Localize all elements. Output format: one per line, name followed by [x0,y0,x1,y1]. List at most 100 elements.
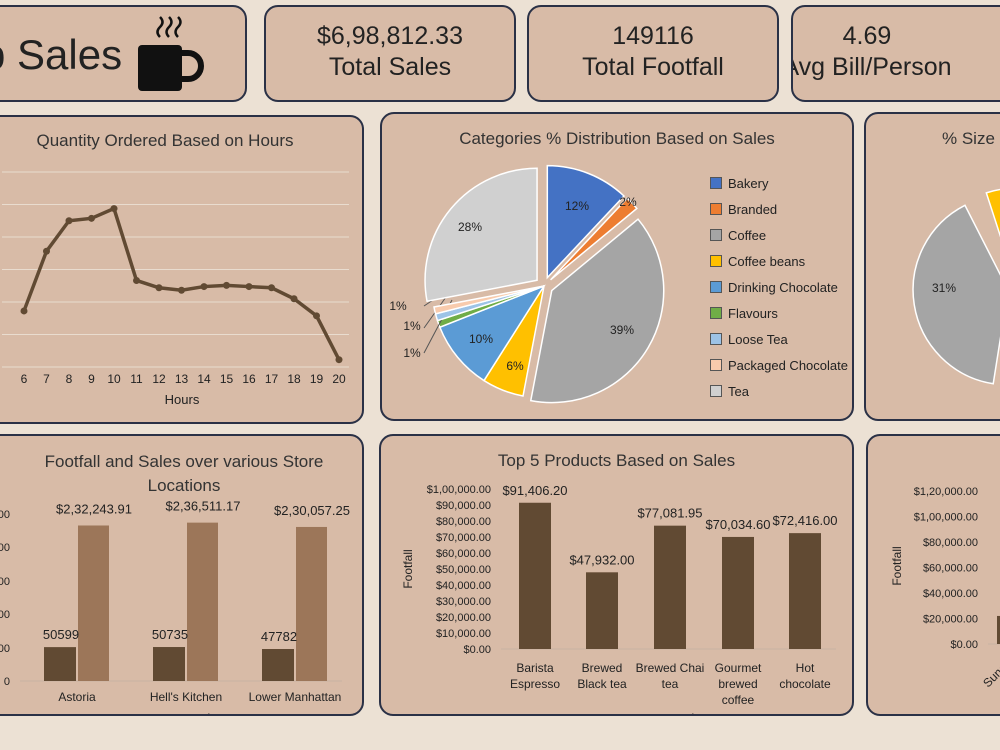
data-point [178,286,185,294]
legend-swatch [710,281,722,293]
x-tick-label: brewed [718,677,757,691]
x-tick-label: 15 [220,372,234,386]
legend-label: Bakery [728,175,769,191]
data-point [290,295,298,303]
data-point [335,356,343,364]
x-tick-label: 12 [152,372,166,386]
y-axis-label: Footfall [890,546,904,585]
data-label: $2,36,511.17 [166,499,241,514]
products-bar-chart: $0.00 $10,000.00 $20,000.00 $30,000.00 $40,0… [401,483,838,716]
legend-item: Flavours [710,300,848,326]
y-tick-label: $40,000.00 [436,580,491,592]
data-label: $2,30,057.25 [274,503,350,518]
x-tick-label: 14 [197,372,211,386]
kpi-value: 4.69 [842,22,892,50]
y-tick-label: $20,000.00 [436,612,491,624]
size-pie-chart: 31% [912,188,1000,385]
y-tick-label: $70,000.00 [436,532,491,544]
y-tick-label: $1,00,000.00 [427,484,491,496]
legend-swatch [710,333,722,345]
bar-sales [296,526,327,681]
pie-legend: Bakery Branded Coffee Coffee beans Drinking … [710,170,848,404]
y-tick-label: 00 [0,643,10,655]
x-tick-label: 6 [21,372,28,386]
legend-item: Loose Tea [710,326,848,352]
stores-chart-card: Footfall and Sales over various Store Lo… [0,434,364,716]
y-tick-label: $20,000.00 [923,614,978,626]
kpi-label: Total Footfall [582,53,724,82]
products-chart-card: Top 5 Products Based on Sales $0.00 $10,0… [379,434,854,716]
y-tick-label: 00 [0,576,10,588]
x-tick-label: Hell's Kitchen [150,690,222,704]
y-tick-label: 00 [0,509,10,521]
x-axis-label: Store Locations [141,711,232,716]
kpi-avg-bill: 4.69 Avg Bill/Person [791,5,1000,102]
pie-slice [912,204,1000,385]
x-tick-label: 7 [43,372,50,386]
legend-item: Tea [710,378,848,404]
pie-slice [529,218,665,404]
data-point [133,276,140,284]
slice-label: 6% [506,359,524,373]
bar-footfall [153,647,185,681]
header-card: p Sales [0,5,247,102]
x-tick-label: 11 [130,372,143,386]
legend-swatch [710,255,722,267]
x-tick-label: 18 [287,372,301,386]
slice-label: 39% [610,323,634,337]
y-tick-label: 00 [0,542,10,554]
categories-chart-card: Categories % Distribution Based on Sales… [380,112,854,421]
legend-item: Coffee [710,222,848,248]
y-tick-label: $10,000.00 [436,628,491,640]
slice-label: 31% [932,281,956,295]
bar-sales [187,522,218,681]
size-chart-card: % Size D 31% [864,112,1000,421]
legend-item: Coffee beans [710,248,848,274]
bar-footfall [44,647,76,681]
slice-label: 2% [619,195,637,209]
pie-slice [433,285,545,315]
x-tick-label: Black tea [577,677,627,691]
data-point [110,205,118,213]
x-axis-label: Stroe Locations [625,711,716,716]
x-axis-label: Hours [165,392,200,407]
weekday-bar-chart: $0.00 $20,000.00 $40,000.00 $60,000.00 $80,0… [890,486,1000,690]
legend-swatch [710,177,722,189]
slice-label: 1% [403,346,421,360]
coffee-mug-icon [138,16,204,91]
x-tick-label: 20 [332,372,346,386]
legend-swatch [710,307,722,319]
bar [789,533,821,649]
y-tick-label: $80,000.00 [436,516,491,528]
y-tick-label: 0 [4,676,10,688]
data-point [88,214,95,222]
bar [722,536,754,649]
x-tick-label: Brewed Chai [636,661,705,675]
bar [997,615,1000,644]
kpi-total-footfall: 149116 Total Footfall [527,5,779,102]
kpi-value: $6,98,812.33 [317,22,463,50]
pie-slice [985,188,1000,238]
x-tick-label: 17 [265,372,279,386]
data-label: $91,406.20 [502,483,567,498]
legend-swatch [710,359,722,371]
kpi-label: Avg Bill/Person [791,53,952,82]
y-tick-label: $60,000.00 [923,563,978,575]
x-tick-label: Lower Manhattan [249,690,342,704]
y-axis-label: Footfall [401,549,415,588]
y-tick-label: $60,000.00 [436,548,491,560]
x-tick-label: 9 [88,372,95,386]
y-tick-label: $1,00,000.00 [914,512,978,524]
data-label: 47782 [261,629,297,644]
data-label: $70,034.60 [705,517,770,532]
data-label: $72,416.00 [772,513,837,528]
slice-label: 1% [389,299,407,313]
bar [654,525,686,649]
chart-title: Quantity Ordered Based on Hours [36,131,294,150]
bar [519,502,551,649]
chart-title: Footfall and Sales over various Store Lo… [44,452,324,495]
categories-pie-chart: 12% 2% 39% 6% 10% 1% 1% 1% 28% [389,164,665,404]
slice-label: 28% [458,220,482,234]
data-label: 50599 [43,627,79,642]
data-point [20,307,28,315]
